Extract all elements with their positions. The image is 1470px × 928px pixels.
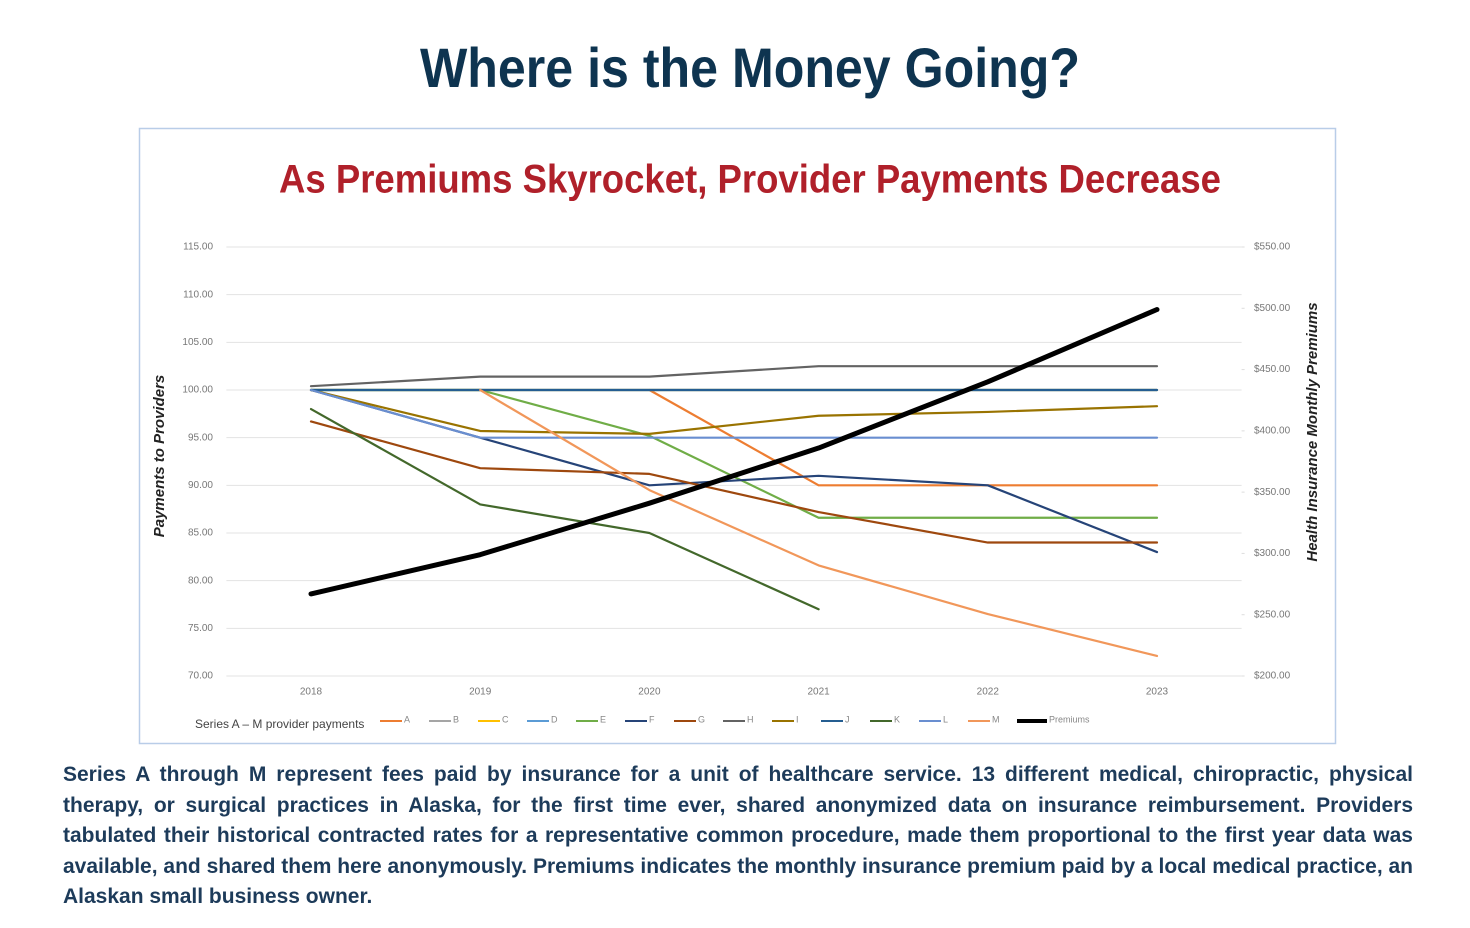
- legend-label: G: [698, 714, 705, 724]
- chart-frame: [138, 127, 1337, 745]
- series-line: [479, 388, 1159, 658]
- chart-title: As Premiums Skyrocket, Provider Payments…: [279, 158, 1221, 202]
- y-tick-label: 95.00: [188, 432, 213, 443]
- y2-tick-label: $300.00: [1254, 548, 1291, 559]
- y2-tick-label: $400.00: [1254, 425, 1291, 436]
- series-line: [309, 365, 1159, 388]
- y2-axis-title: Health Insurance Monthly Premiums: [1304, 302, 1321, 561]
- series-line: [309, 388, 1159, 519]
- y-tick-label: 90.00: [188, 480, 213, 491]
- y-axis-title: Payments to Providers: [151, 375, 168, 538]
- y-tick-label: 80.00: [188, 575, 213, 586]
- legend-label: K: [894, 714, 900, 724]
- y2-tick-label: $450.00: [1254, 364, 1291, 375]
- y2-tick-label: $500.00: [1254, 303, 1291, 314]
- legend-label: A: [404, 714, 410, 724]
- legend-label: Premiums: [1049, 714, 1090, 724]
- legend-label: F: [649, 714, 655, 724]
- legend-label: B: [453, 714, 459, 724]
- legend-label: I: [796, 714, 799, 724]
- y-tick-label: 100.00: [182, 385, 213, 396]
- legend-label: M: [992, 714, 1000, 724]
- x-tick-label: 2018: [300, 687, 323, 698]
- y-tick-label: 75.00: [188, 623, 213, 634]
- legend-title: Series A – M provider payments: [195, 717, 364, 731]
- y-tick-label: 85.00: [188, 528, 213, 539]
- legend-label: D: [551, 714, 558, 724]
- y-tick-label: 105.00: [182, 337, 213, 348]
- series-line: [309, 420, 1159, 544]
- x-tick-label: 2022: [977, 687, 1000, 698]
- y2-tick-label: $250.00: [1254, 609, 1291, 620]
- series-line: [309, 407, 820, 611]
- legend-label: H: [747, 714, 754, 724]
- y2-tick-label: $350.00: [1254, 487, 1291, 498]
- y-tick-label: 110.00: [183, 289, 213, 300]
- y-tick-label: 115.00: [183, 242, 213, 253]
- y-tick-label: 70.00: [188, 671, 213, 682]
- y2-tick-label: $550.00: [1254, 242, 1291, 253]
- legend-label: J: [845, 714, 850, 724]
- legend-label: E: [600, 714, 606, 724]
- x-tick-label: 2020: [638, 687, 661, 698]
- series-line: [309, 388, 1159, 435]
- x-tick-label: 2019: [469, 687, 492, 698]
- x-tick-label: 2021: [807, 687, 830, 698]
- x-tick-label: 2023: [1146, 687, 1169, 698]
- y2-tick-label: $200.00: [1254, 671, 1291, 682]
- legend-label: C: [502, 714, 509, 724]
- series-line: [308, 307, 1160, 597]
- page-title: Where is the Money Going?: [420, 36, 1080, 99]
- series-line: [309, 388, 1159, 439]
- legend-label: L: [943, 714, 948, 724]
- description: Series A through M represent fees paid b…: [63, 763, 1413, 908]
